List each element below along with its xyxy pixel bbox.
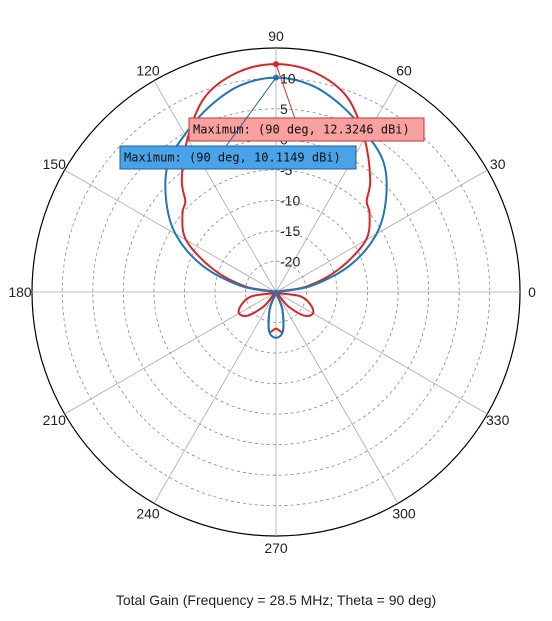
- magnitude-label: -15: [280, 223, 300, 239]
- magnitude-label: 5: [280, 101, 288, 117]
- datatip-leader: [225, 77, 277, 147]
- datatip-box: [119, 145, 357, 170]
- magnitude-label: -10: [280, 192, 300, 208]
- datatips: Maximum: (90 deg, 12.3246 dBi) Maximum: (…: [119, 63, 425, 170]
- grid-spoke: [275, 80, 399, 293]
- grid-spoke: [64, 169, 277, 293]
- grid: [32, 48, 520, 536]
- chart-title: Total Gain (Frequency = 28.5 MHz; Theta …: [115, 592, 437, 608]
- angle-label: 210: [43, 412, 67, 428]
- series-line-2: [164, 76, 388, 339]
- angle-label: 30: [490, 156, 506, 172]
- datatip-label: Maximum: (90 deg, 10.1149 dBi): [124, 151, 341, 165]
- angle-label: 120: [136, 62, 160, 78]
- grid-spoke: [275, 291, 488, 415]
- angle-labels: 0 30 60 90 120 150 180 210 240 270 300 330: [8, 28, 536, 556]
- datatip-label: Maximum: (90 deg, 12.3246 dBi): [193, 123, 410, 137]
- angle-label: 240: [136, 506, 160, 522]
- angle-label: 180: [8, 284, 32, 300]
- angle-label: 150: [43, 156, 67, 172]
- grid-spoke: [153, 80, 277, 293]
- grid-spoke: [275, 291, 399, 504]
- magnitude-label: -20: [280, 253, 300, 269]
- datatip-box: [188, 117, 425, 142]
- grid-spoke: [64, 291, 277, 415]
- grid-spoke: [153, 291, 277, 504]
- angle-label: 330: [486, 412, 510, 428]
- angle-label: 60: [396, 62, 412, 78]
- angle-label: 0: [528, 284, 536, 300]
- magnitude-labels: 1050-5-10-15-20: [280, 70, 300, 269]
- angle-label: 270: [264, 540, 288, 556]
- magnitude-label: 10: [280, 70, 296, 86]
- grid-spoke: [275, 169, 488, 293]
- angle-label: 300: [392, 506, 416, 522]
- angle-label: 90: [268, 28, 284, 44]
- datatip-leader: [275, 63, 296, 119]
